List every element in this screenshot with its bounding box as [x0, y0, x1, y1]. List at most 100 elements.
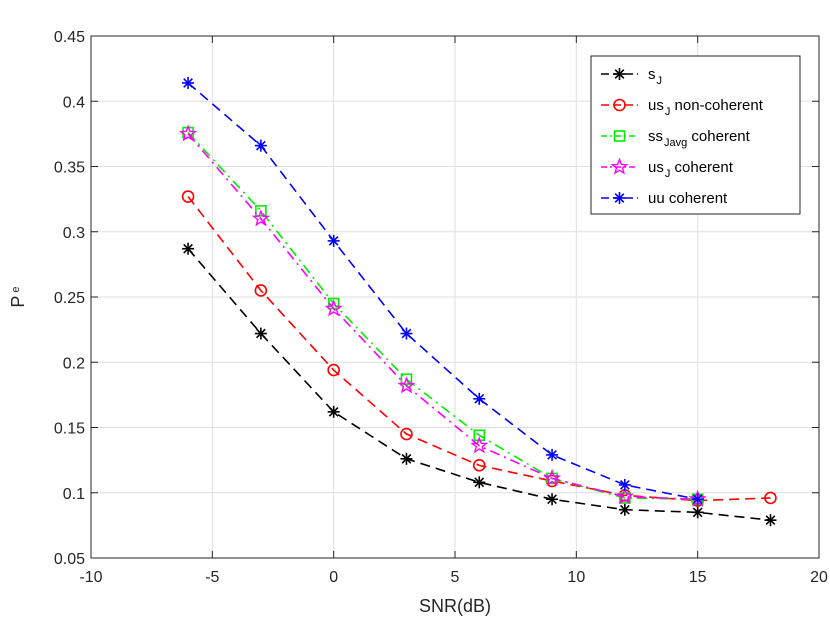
- series-line: [187, 133, 698, 501]
- legend-marker: [613, 98, 626, 112]
- data-point: [327, 234, 340, 247]
- marker-shape: [400, 427, 413, 441]
- data-point: [546, 448, 559, 461]
- legend-label-part: s: [648, 66, 656, 83]
- data-point: [251, 209, 270, 227]
- legend-label-part: coherent: [670, 159, 733, 176]
- data-point: [179, 124, 198, 142]
- marker-stroke: [547, 450, 557, 460]
- legend-label-part: non-coherent: [670, 97, 763, 114]
- marker-stroke: [765, 515, 776, 526]
- data-point: [473, 476, 486, 489]
- marker-stroke: [401, 453, 412, 464]
- data-point: [546, 493, 559, 506]
- data-point: [691, 506, 704, 519]
- y-axis-title: Pe: [8, 286, 28, 307]
- legend-marker: [610, 157, 629, 175]
- data-point: [254, 327, 267, 340]
- marker-shape: [251, 209, 270, 227]
- data-point: [397, 376, 416, 394]
- legend-label-sub: J: [657, 75, 663, 87]
- legend-marker: [613, 192, 626, 204]
- y-tick-label: 0.15: [54, 421, 85, 438]
- legend-label: usJ coherent: [648, 159, 734, 180]
- marker-shape: [613, 130, 626, 142]
- data-point: [182, 76, 195, 89]
- series-line: [187, 248, 771, 521]
- legend-label: usJ non-coherent: [648, 97, 764, 118]
- legend-label-part: coherent: [687, 128, 750, 145]
- x-tick-label: 5: [451, 569, 460, 586]
- legend-label-sub: Javg: [664, 137, 687, 149]
- data-point: [618, 503, 631, 516]
- marker-stroke: [401, 328, 412, 339]
- data-point: [327, 405, 340, 418]
- marker-shape: [400, 373, 413, 386]
- y-tick-label: 0.25: [54, 290, 85, 307]
- marker-stroke: [255, 328, 266, 339]
- data-point: [764, 514, 777, 527]
- data-point: [543, 468, 562, 487]
- legend-label: uu coherent: [648, 190, 728, 207]
- marker-stroke: [328, 406, 339, 417]
- marker-stroke: [547, 494, 557, 505]
- y-tick-label: 0.3: [63, 225, 85, 242]
- marker-shape: [397, 376, 416, 394]
- legend-item: sJ: [601, 66, 662, 87]
- y-tick-label: 0.45: [54, 29, 85, 46]
- x-tick-label: -10: [79, 569, 102, 586]
- marker-shape: [179, 124, 198, 142]
- x-tick-label: 10: [567, 569, 585, 586]
- legend-label-part: uu coherent: [648, 190, 728, 207]
- marker-shape: [324, 299, 343, 317]
- series-line: [187, 82, 698, 501]
- series-4: [182, 76, 704, 506]
- series-line: [187, 132, 698, 501]
- marker-stroke: [619, 504, 630, 515]
- y-tick-label: 0.4: [63, 94, 85, 111]
- x-tick-label: 20: [810, 569, 828, 586]
- axis-ticks: -10 -5 0 5 10 15 20 0.05 0.1 0.15 0.2 0.25 0.3 0.35 0.…: [54, 29, 828, 586]
- legend-label-part: ss: [648, 128, 663, 145]
- legend-item: usJ coherent: [601, 157, 734, 180]
- legend-marker: [613, 130, 626, 142]
- data-point: [181, 190, 195, 203]
- data-point: [400, 427, 413, 441]
- y-tick-label: 0.35: [54, 160, 85, 177]
- marker-shape: [764, 491, 777, 505]
- data-point: [691, 493, 704, 506]
- data-point: [473, 429, 486, 442]
- data-point: [618, 478, 631, 491]
- data-point: [619, 492, 631, 504]
- legend-item: uu coherent: [601, 190, 728, 207]
- series-layer: [179, 76, 777, 527]
- data-point: [615, 487, 634, 505]
- marker-shape: [472, 459, 486, 472]
- data-point: [764, 491, 777, 505]
- legend-item: ssJavg coherent: [601, 128, 751, 149]
- marker-shape: [254, 284, 268, 297]
- legend-label: ssJavg coherent: [648, 128, 751, 149]
- x-axis-title: SNR(dB): [419, 596, 491, 616]
- data-point: [254, 284, 268, 297]
- data-point: [400, 327, 413, 340]
- x-tick-label: -5: [205, 569, 219, 586]
- data-point: [327, 363, 340, 377]
- marker-stroke: [619, 480, 630, 490]
- data-point: [324, 299, 343, 317]
- marker-stroke: [692, 507, 703, 518]
- data-point: [255, 205, 267, 217]
- data-point: [470, 436, 489, 454]
- legend-item: usJ non-coherent: [601, 97, 764, 118]
- x-tick-label: 0: [329, 569, 338, 586]
- y-axis-title-sub: e: [10, 286, 22, 292]
- marker-shape: [327, 363, 340, 377]
- y-tick-label: 0.2: [63, 355, 85, 372]
- marker-shape: [543, 468, 562, 487]
- data-point: [182, 242, 195, 255]
- marker-shape: [181, 190, 195, 203]
- marker-shape: [619, 492, 631, 504]
- marker-stroke: [183, 78, 193, 88]
- marker-stroke: [692, 494, 703, 505]
